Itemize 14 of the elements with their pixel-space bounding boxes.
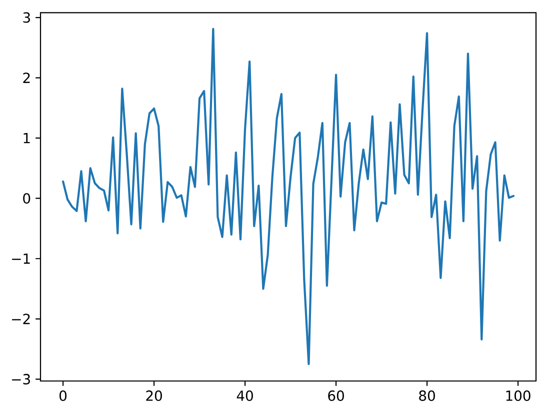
x-tick-label: 60 <box>328 390 344 401</box>
line-series <box>62 28 515 366</box>
y-tick-label: −2 <box>12 314 30 324</box>
x-tick-label: 20 <box>146 390 162 401</box>
y-tick-label: −1 <box>12 254 30 264</box>
x-tick-label: 100 <box>506 390 530 401</box>
x-tick-label: 40 <box>236 390 253 401</box>
y-tick-label: 0 <box>23 193 30 204</box>
y-tick-label: −3 <box>12 374 30 384</box>
y-tick-label: 3 <box>23 12 30 23</box>
x-tick-label: 0 <box>60 390 67 401</box>
y-tick-label: 1 <box>24 133 30 144</box>
y-tick-label: 2 <box>23 72 30 83</box>
x-tick-label: 80 <box>419 390 435 401</box>
